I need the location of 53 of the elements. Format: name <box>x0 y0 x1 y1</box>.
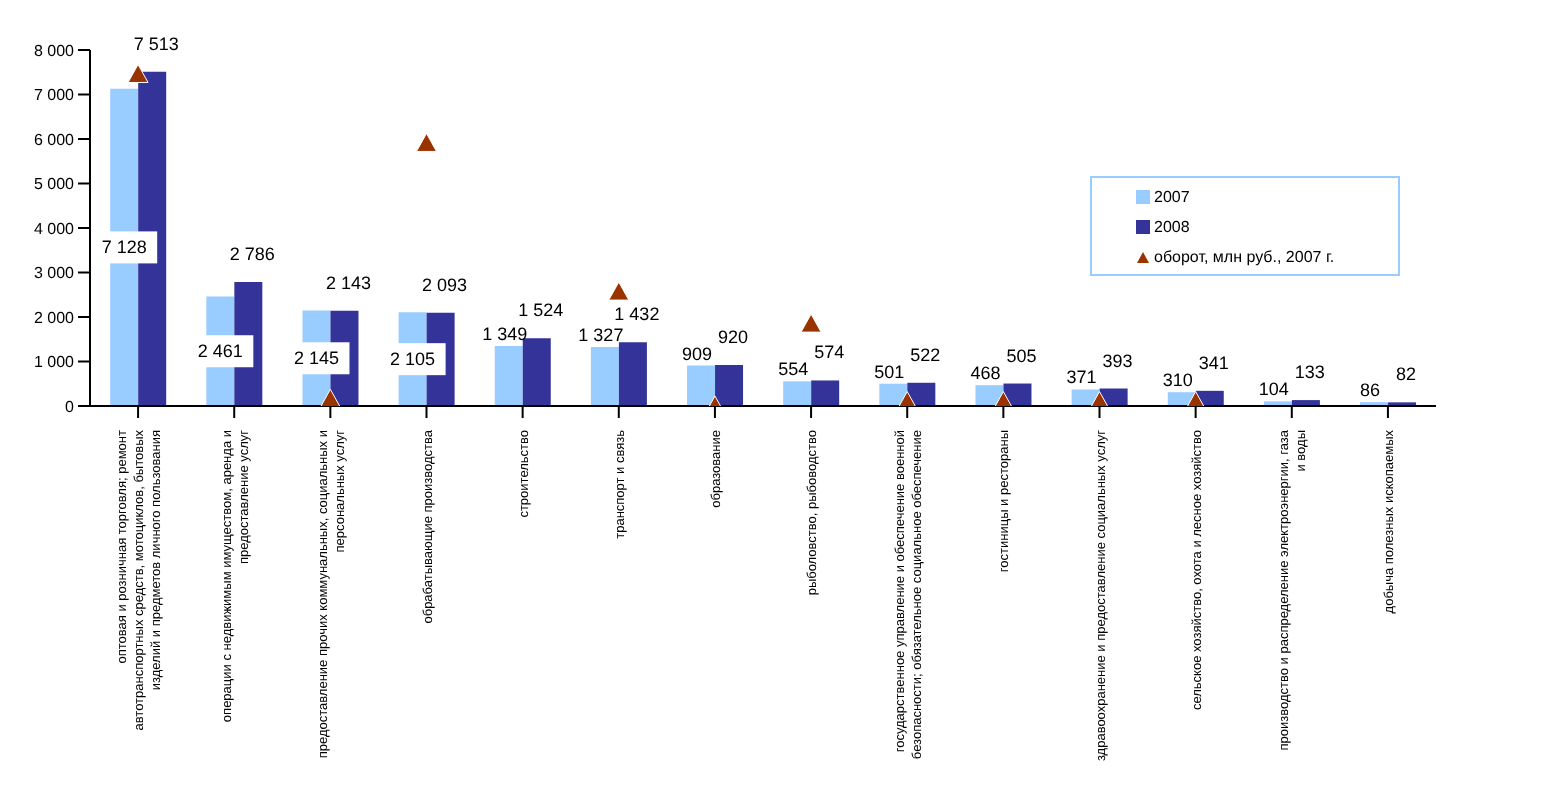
data-label: 2 143 <box>325 272 372 293</box>
y-tick-label: 0 <box>65 397 76 416</box>
point <box>800 313 822 333</box>
data-label: 522 <box>910 344 941 365</box>
bar <box>494 345 523 406</box>
data-label: 1 349 <box>482 323 528 344</box>
bar <box>811 380 840 406</box>
point <box>608 281 630 301</box>
bar <box>522 338 551 406</box>
bar <box>618 342 647 406</box>
data-label: 2 093 <box>422 274 468 295</box>
y-tick-label: 5 000 <box>33 175 76 194</box>
data-label: 371 <box>1066 367 1097 388</box>
data-label: 133 <box>1294 362 1325 383</box>
y-tick-label: 8 000 <box>33 41 76 60</box>
y-tick-label: 6 000 <box>33 130 76 149</box>
data-label: 1 327 <box>578 324 624 345</box>
data-label: 7 513 <box>133 33 179 54</box>
data-label: 2 461 <box>197 341 243 362</box>
data-label: 468 <box>970 363 1001 384</box>
data-label: 2 145 <box>293 348 340 369</box>
y-tick-label: 2 000 <box>33 308 76 327</box>
data-label: 554 <box>778 359 809 380</box>
data-label: 7 128 <box>101 237 147 258</box>
point <box>319 388 341 406</box>
bar <box>687 365 716 406</box>
bar <box>715 365 744 406</box>
y-tick-label: 3 000 <box>33 264 76 283</box>
data-label: 501 <box>874 361 905 382</box>
point <box>127 63 149 83</box>
data-label: 574 <box>814 342 845 363</box>
data-label: 1 432 <box>614 304 660 325</box>
point <box>416 132 437 152</box>
data-label: 505 <box>1006 345 1037 366</box>
y-tick-label: 1 000 <box>33 353 76 372</box>
legend-label: оборот, млн руб., 2007 г. <box>1154 248 1335 266</box>
legend-label: 2007 <box>1154 188 1190 206</box>
bar <box>783 381 812 406</box>
y-tick-label: 4 000 <box>33 219 76 238</box>
data-label: 393 <box>1102 350 1133 371</box>
data-label: 920 <box>718 327 749 348</box>
data-label: 2 105 <box>390 349 436 370</box>
bar <box>590 346 619 406</box>
data-label: 82 <box>1396 364 1417 385</box>
data-label: 86 <box>1360 380 1381 401</box>
data-label: 104 <box>1258 379 1289 400</box>
y-tick-label: 7 000 <box>33 86 76 105</box>
data-label: 1 524 <box>518 300 564 321</box>
data-label: 341 <box>1198 352 1229 373</box>
data-label: 909 <box>682 343 713 364</box>
data-label: 310 <box>1162 370 1193 391</box>
legend-label: 2008 <box>1154 218 1190 236</box>
data-label: 2 786 <box>229 244 275 265</box>
